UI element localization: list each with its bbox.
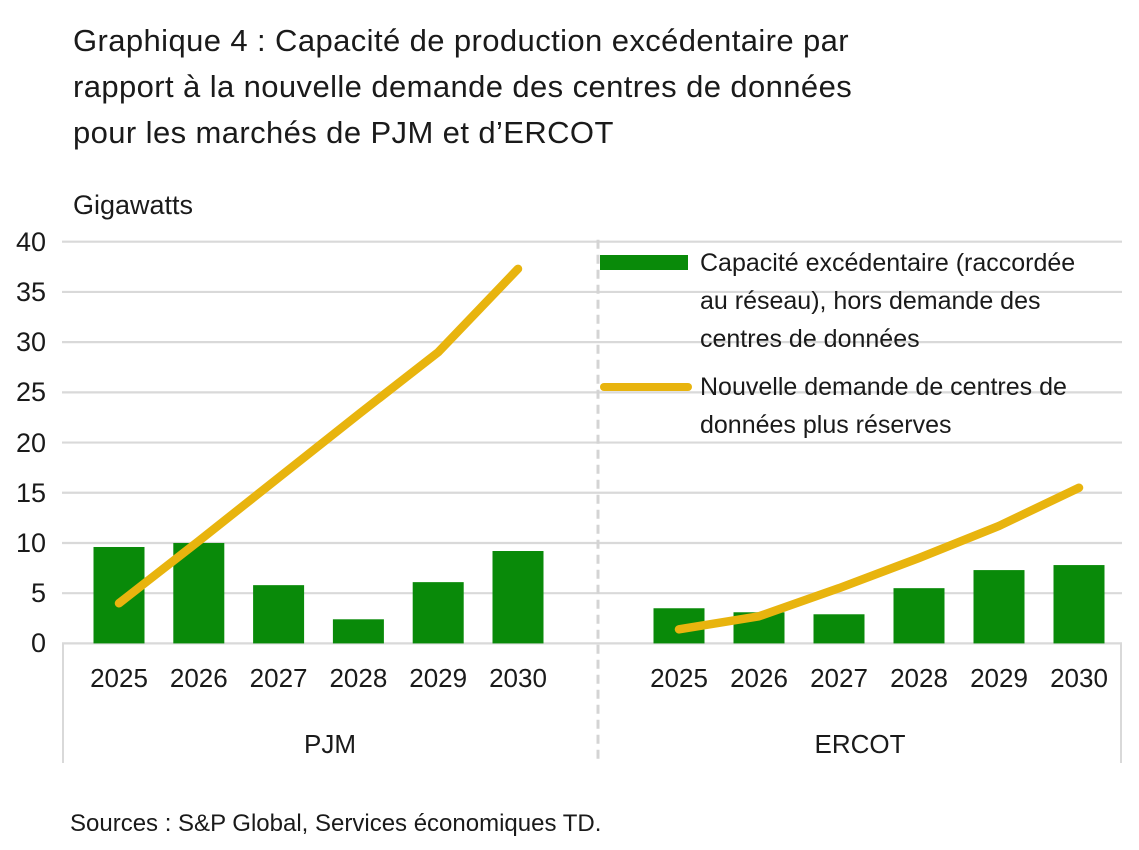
panel-label-pjm: PJM [304, 729, 356, 759]
legend-item-excess-capacity: Capacité excédentaire (raccordée au rése… [600, 244, 1128, 358]
y-tick-label-40: 40 [15, 226, 46, 257]
bar-ercot-2027 [813, 614, 865, 644]
x-tick-label-ercot-2030: 2030 [1050, 663, 1108, 693]
x-tick-label-ercot-2027: 2027 [810, 663, 868, 693]
legend: Capacité excédentaire (raccordée au rése… [600, 244, 1128, 444]
x-tick-label-pjm-2030: 2030 [489, 663, 547, 693]
y-tick-label-25: 25 [15, 377, 46, 408]
bar-pjm-2025 [93, 546, 145, 644]
legend-label-datacenter-demand: Nouvelle demande de centres de données p… [700, 373, 1067, 439]
line-pjm-datacenter-demand [114, 264, 523, 608]
x-tick-label-pjm-2028: 2028 [329, 663, 388, 693]
y-tick-label-30: 30 [15, 327, 46, 358]
y-axis-unit-label: Gigawatts [73, 190, 194, 220]
bar-ercot-2030 [1053, 565, 1105, 644]
x-tick-label-pjm-2029: 2029 [409, 663, 468, 693]
y-tick-label-15: 15 [15, 477, 46, 508]
x-tick-label-pjm-2025: 2025 [90, 663, 148, 693]
y-tick-label-35: 35 [15, 276, 46, 307]
source-note: Sources : S&P Global, Services économiqu… [70, 810, 602, 837]
x-tick-label-ercot-2028: 2028 [890, 663, 948, 693]
bar-pjm-2026 [173, 542, 225, 644]
legend-swatch-column [600, 368, 700, 391]
bar-pjm-2027 [253, 585, 305, 644]
bar-ercot-2028 [893, 588, 945, 644]
line-series-swatch [600, 383, 692, 391]
bar-pjm-2029 [412, 582, 464, 644]
bar-series-swatch [600, 255, 688, 270]
y-tick-label-20: 20 [15, 427, 46, 458]
x-tick-label-pjm-2027: 2027 [249, 663, 308, 693]
x-tick-label-ercot-2026: 2026 [730, 663, 788, 693]
line-ercot-datacenter-demand [674, 483, 1084, 634]
legend-swatch-column [600, 244, 700, 270]
x-tick-label-pjm-2026: 2026 [169, 663, 228, 693]
legend-item-datacenter-demand: Nouvelle demande de centres de données p… [600, 368, 1128, 444]
panel-label-ercot: ERCOT [814, 729, 906, 759]
bar-ercot-2029 [973, 570, 1025, 644]
bar-pjm-2028 [332, 619, 384, 644]
y-tick-label-5: 5 [30, 578, 46, 609]
legend-label-excess-capacity: Capacité excédentaire (raccordée au rése… [700, 249, 1076, 353]
y-tick-label-10: 10 [15, 527, 46, 558]
chart-title: Graphique 4 : Capacité de production exc… [73, 23, 853, 150]
x-tick-label-ercot-2025: 2025 [650, 663, 708, 693]
x-tick-label-ercot-2029: 2029 [970, 663, 1028, 693]
y-tick-label-0: 0 [30, 628, 46, 659]
bar-pjm-2030 [492, 551, 544, 644]
